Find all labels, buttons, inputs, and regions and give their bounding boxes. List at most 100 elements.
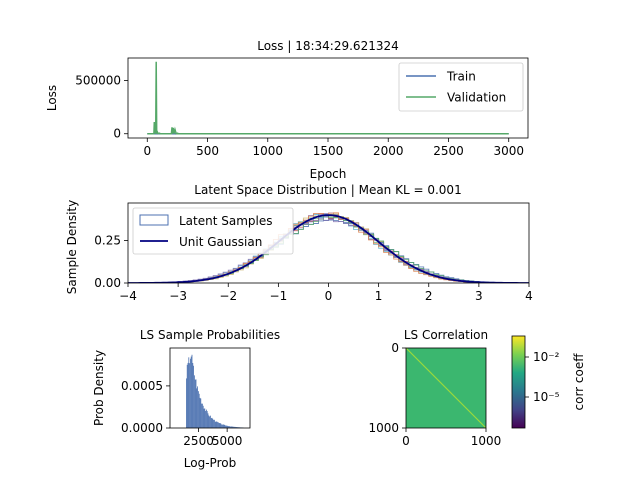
correlation-x-tick-label: 0	[402, 434, 410, 448]
loss-line-validation	[147, 61, 509, 135]
colorbar-ticks: 10⁻² 10⁻⁵	[525, 350, 560, 404]
probability-bar	[211, 417, 213, 428]
probability-bar	[234, 426, 235, 428]
latent-y-tick-label: 0.25	[94, 233, 121, 247]
probability-bar	[213, 419, 214, 428]
loss-y-tick-label: 0	[113, 127, 121, 141]
probability-bar	[214, 421, 216, 428]
probability-bar	[192, 362, 194, 428]
probabilities-x-label: Log-Prob	[184, 456, 236, 470]
probability-bar	[225, 425, 226, 428]
colorbar-tick-label: 10⁻²	[533, 350, 560, 364]
latent-x-tick-label: 2	[425, 289, 433, 303]
probability-bar	[186, 364, 188, 428]
unit-gaussian-curve	[128, 214, 529, 283]
latent-y-tick-label: 0.00	[94, 276, 121, 290]
probability-bar	[187, 362, 189, 428]
loss-legend-validation-label: Validation	[447, 91, 506, 105]
probabilities-y-ticks: 0.0000 0.0005	[121, 379, 170, 435]
latent-x-tick-label: 1	[375, 289, 383, 303]
probabilities-chart-title: LS Sample Probabilities	[140, 328, 280, 342]
correlation-y-tick-label: 1000	[368, 421, 399, 435]
probability-bar	[203, 408, 205, 428]
correlation-chart-title: LS Correlation	[404, 328, 488, 342]
probability-bar	[222, 424, 223, 428]
loss-x-label: Epoch	[310, 167, 347, 181]
loss-legend: Train Validation	[398, 62, 524, 112]
probability-bar	[235, 427, 237, 428]
probability-bar	[210, 415, 211, 428]
probability-bar	[222, 424, 224, 428]
probability-bar	[219, 423, 221, 428]
probability-bar	[212, 418, 214, 428]
probability-bar	[206, 409, 207, 428]
latent-y-label: Sample Density	[65, 200, 79, 294]
loss-x-tick-label: 500	[196, 144, 219, 158]
probability-bar	[218, 422, 219, 428]
loss-chart-title: Loss | 18:34:29.621324	[257, 39, 399, 53]
latent-distribution-chart: Latent Space Distribution | Mean KL = 0.…	[65, 183, 533, 303]
probability-bar	[234, 426, 236, 428]
probability-bar	[221, 424, 222, 428]
probability-bar	[194, 379, 196, 428]
probability-bar	[226, 425, 227, 428]
probabilities-axes-frame	[169, 347, 251, 429]
loss-x-tick-label: 2500	[433, 144, 464, 158]
probability-bar	[205, 410, 206, 428]
probability-bar	[204, 408, 206, 428]
loss-x-tick-label: 1500	[313, 144, 344, 158]
loss-y-ticks: 0 500000	[75, 73, 128, 141]
loss-legend-box	[398, 62, 524, 112]
loss-y-tick-label: 500000	[75, 73, 121, 87]
probability-bar	[208, 415, 210, 428]
latent-x-tick-label: −4	[119, 289, 137, 303]
probability-bar	[231, 426, 233, 428]
latent-x-tick-label: 4	[525, 289, 533, 303]
loss-x-ticks: 0 500 1000 1500 2000 2500 3000	[143, 138, 524, 158]
probability-bar	[224, 424, 226, 428]
probability-bar	[200, 398, 202, 428]
probabilities-y-tick-label: 0.0000	[121, 421, 163, 435]
latent-x-tick-label: −2	[219, 289, 237, 303]
probability-bar	[228, 426, 230, 428]
latent-chart-title: Latent Space Distribution | Mean KL = 0.…	[194, 183, 461, 197]
probability-bar	[215, 421, 217, 428]
latent-x-tick-label: 0	[325, 289, 333, 303]
probabilities-y-label: Prob Density	[92, 350, 106, 426]
probability-bar	[229, 426, 230, 428]
latent-legend-samples-label: Latent Samples	[179, 214, 273, 228]
correlation-x-tick-label: 1000	[471, 434, 502, 448]
correlation-heatmap-diagonal	[405, 347, 487, 429]
probability-bar	[194, 375, 195, 428]
probability-bar	[193, 365, 194, 428]
loss-plot-area	[147, 61, 509, 135]
probability-bar	[232, 426, 234, 428]
probability-bar	[217, 422, 218, 428]
probability-bar	[209, 416, 210, 428]
probabilities-x-tick-label: 2500	[183, 434, 214, 448]
probability-bar	[189, 363, 190, 428]
colorbar-gradient	[511, 335, 526, 429]
probability-bar	[230, 426, 232, 428]
probability-bar	[201, 403, 202, 428]
probability-bar	[227, 426, 229, 428]
probability-bar	[190, 356, 192, 428]
loss-legend-train-label: Train	[446, 70, 476, 84]
probability-bar	[186, 378, 187, 428]
probability-bar	[214, 419, 215, 428]
probability-bar	[226, 425, 228, 428]
probability-bar	[198, 391, 199, 428]
correlation-axes-frame	[405, 347, 487, 429]
probability-bar	[233, 426, 234, 428]
probability-bar	[191, 354, 193, 428]
probabilities-x-tick-label: 5000	[212, 434, 243, 448]
loss-y-label: Loss	[45, 85, 59, 111]
probabilities-plot-area	[186, 354, 244, 428]
probability-bar	[237, 427, 238, 428]
probability-bar	[202, 403, 203, 428]
probability-bar	[236, 427, 238, 428]
